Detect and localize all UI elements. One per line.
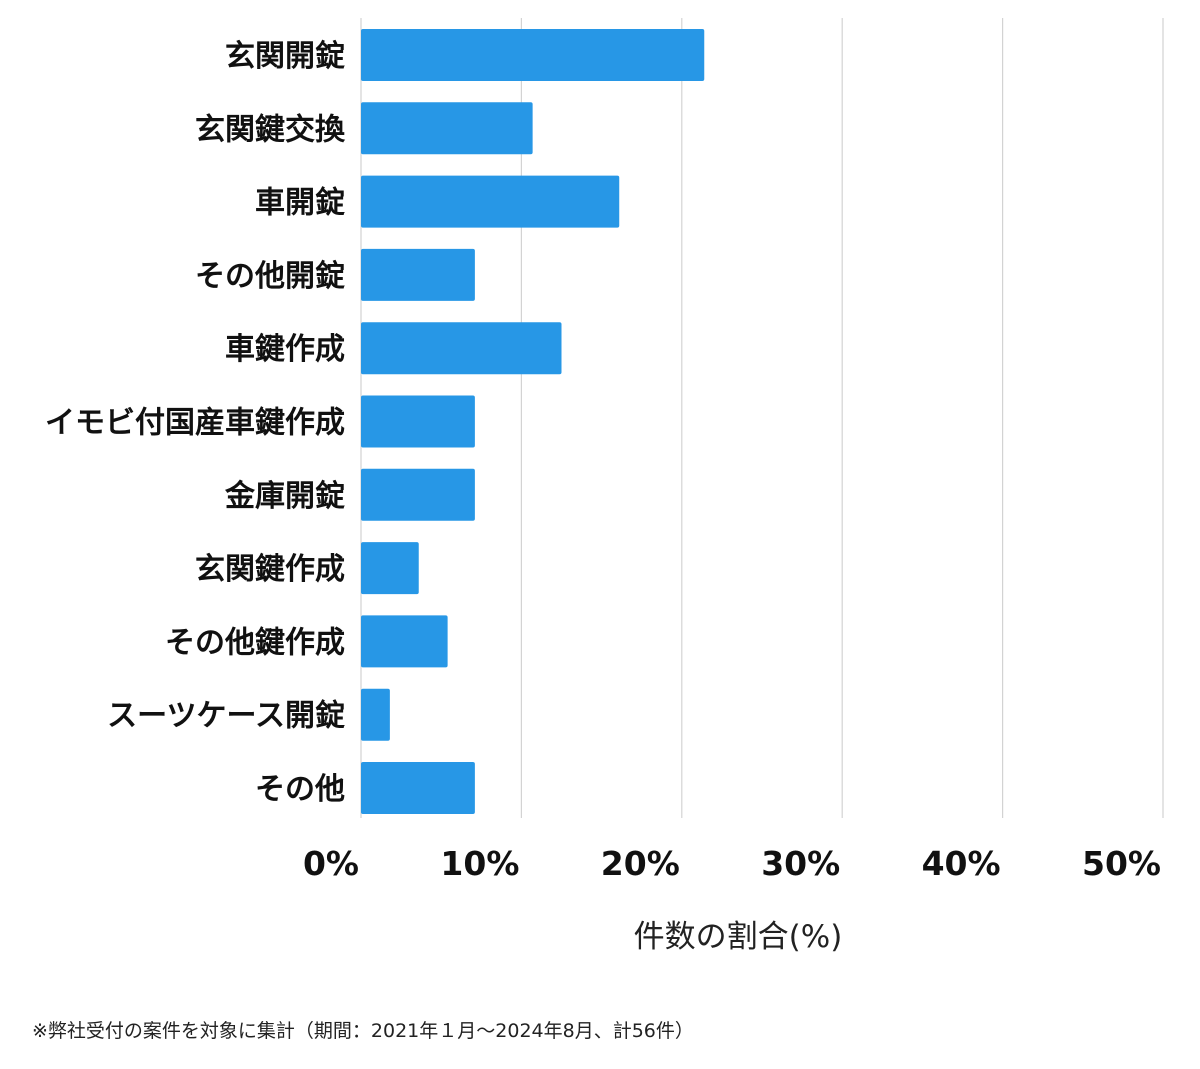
category-label: 車開錠 [255, 186, 345, 221]
bar [361, 248, 475, 301]
x-tick-label: 30% [761, 844, 840, 883]
bar [361, 322, 562, 375]
bars [361, 29, 705, 814]
category-label: スーツケース開錠 [107, 699, 345, 734]
x-tick-label: 50% [1082, 844, 1161, 883]
category-labels: 玄関開錠玄関鍵交換車開錠その他開錠車鍵作成イモビ付国産車鍵作成金庫開錠玄関鍵作成… [45, 39, 346, 807]
x-tick-label: 20% [601, 844, 680, 883]
category-label: 金庫開錠 [224, 479, 345, 514]
category-label: 玄関鍵交換 [195, 112, 346, 147]
x-tick-labels: 0% 10% 20% 30% 40% 50% [303, 844, 1161, 883]
bar [361, 102, 533, 155]
bar [361, 762, 475, 814]
footnote: ※弊社受付の案件を対象に集計（期間：2021年１月〜2024年8月、計56件） [32, 1020, 694, 1042]
x-axis-label: 件数の割合(%) [634, 919, 843, 955]
bar [361, 29, 705, 81]
bar [361, 542, 419, 595]
category-label: 玄関開錠 [225, 39, 345, 74]
bar [361, 468, 475, 521]
category-label: その他鍵作成 [165, 625, 345, 660]
category-label: その他開錠 [195, 259, 345, 294]
x-tick-label: 40% [922, 844, 1001, 883]
bar [361, 615, 448, 668]
category-label: 玄関鍵作成 [195, 552, 345, 587]
x-tick-label: 0% [303, 844, 359, 883]
bar [361, 688, 390, 741]
category-label: イモビ付国産車鍵作成 [45, 406, 345, 441]
category-label: その他 [255, 772, 345, 807]
bar [361, 175, 620, 228]
category-label: 車鍵作成 [225, 332, 345, 367]
x-tick-label: 10% [440, 844, 519, 883]
bar [361, 395, 475, 448]
